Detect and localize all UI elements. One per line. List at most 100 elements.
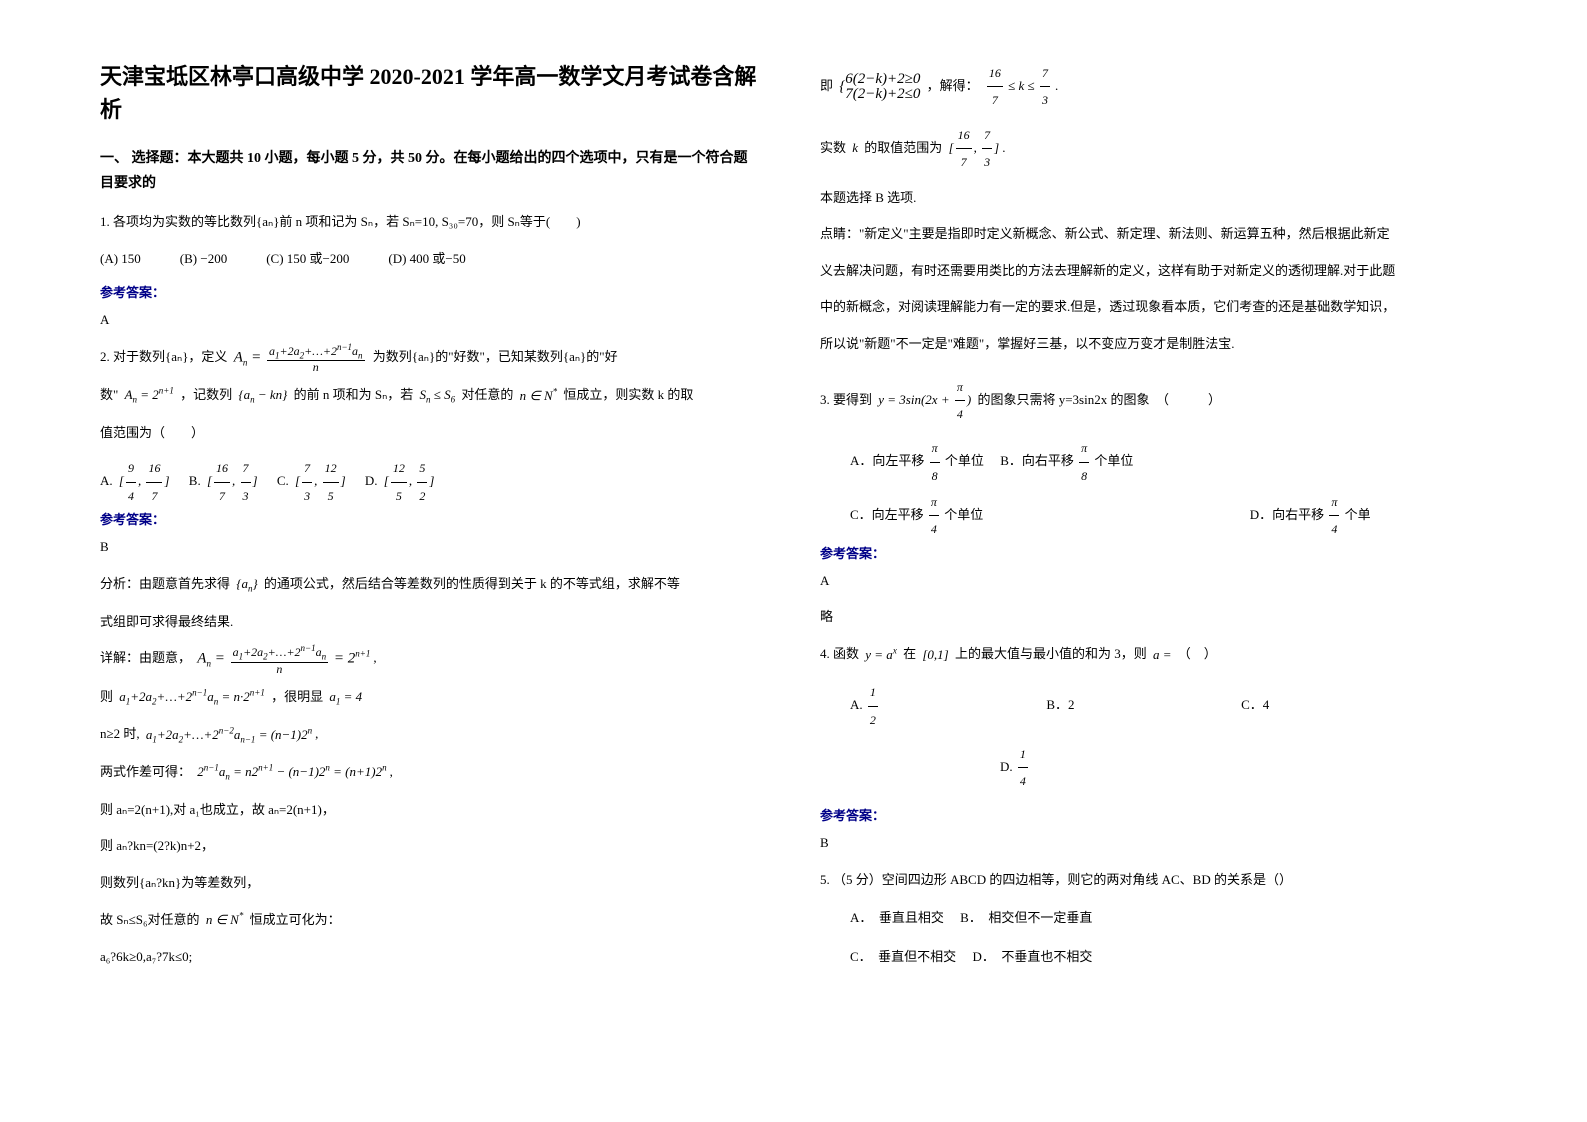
q2-detail2: 则 a1+2a2+…+2n−1an = n·2n+1 ，很明显 a1 = 4 xyxy=(100,683,760,713)
q2-prefix: 2. 对于数列{aₙ}，定义 xyxy=(100,349,227,364)
answer-label-3: 参考答案： xyxy=(820,543,1480,562)
q2-d2-f2: a1 = 4 xyxy=(329,683,362,712)
col2-ex1: 点睛："新定义"主要是指即时定义新概念、新公式、新定理、新法则、新运算五种，然后… xyxy=(820,220,1480,249)
q3-optA-pre: A．向左平移 xyxy=(850,453,924,468)
q2-analysis-end: 式组即可求得最终结果. xyxy=(100,608,760,637)
q2-optB: B. [167, 73] xyxy=(189,473,261,488)
q4-options-abc: A. 12 B．2 C．4 xyxy=(850,679,1480,733)
q2-detail4: 两式作差可得： 2n−1an = n2n+1 − (n−1)2n = (n+1)… xyxy=(100,758,760,788)
q3-mid: 的图象只需将 y=3sin2x 的图象 （ ） xyxy=(977,391,1221,406)
q3-optD-post: 个单 xyxy=(1345,507,1371,522)
col2-ex2: 义去解决问题，有时还需要用类比的方法去理解新的定义，这样有助于对新定义的透彻理解… xyxy=(820,257,1480,286)
q2-d4: 两式作差可得： xyxy=(100,764,191,779)
q2-d4-f: 2n−1an = n2n+1 − (n−1)2n = (n+1)2n xyxy=(197,758,386,787)
question-3: 3. 要得到 y = 3sin(2x + π4) 的图象只需将 y=3sin2x… xyxy=(820,374,1480,428)
q2-l2-pre: 数" xyxy=(100,387,118,402)
q5-optD: D． 不垂直也不相交 xyxy=(972,949,1092,964)
q2-l2-mid: ，记数列 xyxy=(180,387,232,402)
q2-detail6: 则 aₙ?kn=(2?k)n+2， xyxy=(100,832,760,861)
q3-optB-post: 个单位 xyxy=(1094,453,1133,468)
question-1: 1. 各项均为实数的等比数列{aₙ}前 n 项和记为 Sₙ，若 Sₙ=10, S… xyxy=(100,208,760,237)
q2-detail3: n≥2 时, a1+2a2+…+2n−2an−1 = (n−1)2n, xyxy=(100,720,760,750)
col2-line2: 实数 k 的取值范围为 [167, 73]. xyxy=(820,122,1480,176)
q3-optD-f: π4 xyxy=(1329,489,1339,543)
c2-l2-mid: 的取值范围为 xyxy=(864,140,942,155)
q3-optB-f: π8 xyxy=(1079,435,1089,489)
q2-detail7: 则数列{aₙ?kn}为等差数列， xyxy=(100,869,760,898)
col2-ex4: 所以说"新题"不一定是"难题"，掌握好三基，以不变应万变才是制胜法宝. xyxy=(820,330,1480,359)
q2-detail8: 故 Sₙ≤S₆对任意的 n ∈ N* 恒成立可化为： xyxy=(100,906,760,935)
answer-1: A xyxy=(100,307,760,333)
q2-d8-pre: 故 Sₙ≤S₆对任意的 xyxy=(100,912,200,927)
q3-options-ab: A．向左平移 π8 个单位 B．向右平移 π8 个单位 xyxy=(850,435,1480,489)
c2-sys1-res: 167 ≤ k ≤ 73 xyxy=(985,60,1052,114)
q2-l2-f3: Sn ≤ S6 xyxy=(420,381,456,410)
q2-l2-end: 对任意的 xyxy=(461,387,513,402)
q4-eq: a = xyxy=(1153,641,1172,670)
q5-optB: B． 相交但不一定垂直 xyxy=(960,910,1092,925)
q2-analysis-label: 分析：由题意首先求得 xyxy=(100,576,230,591)
q4-optA: A. 12 xyxy=(850,697,880,712)
q3-options-cd: C．向左平移 π4 个单位 D．向右平移 π4 个单 xyxy=(850,489,1480,543)
section-header: 一、 选择题：本大题共 10 小题，每小题 5 分，共 50 分。在每小题给出的… xyxy=(100,146,760,196)
q2-analysis-mid: 的通项公式，然后结合等差数列的性质得到关于 k 的不等式组，求解不等 xyxy=(264,576,680,591)
q2-options: A. [94, 167] B. [167, 73] C. [73, 125] D… xyxy=(100,455,760,509)
q3-prefix: 3. 要得到 xyxy=(820,391,872,406)
col2-sys1: 即 {6(2−k)+2≥07(2−k)+2≤0 ，解得： 167 ≤ k ≤ 7… xyxy=(820,60,1480,114)
q2-l2-final: 恒成立，则实数 k 的取 xyxy=(563,387,693,402)
q5-options-ab: A． 垂直且相交 B． 相交但不一定垂直 xyxy=(850,904,1480,933)
c2-l2-k: k xyxy=(852,134,858,163)
answer-label: 参考答案： xyxy=(100,282,760,301)
q2-l2-f4: n ∈ N* xyxy=(520,382,558,411)
q4-range: [0,1] xyxy=(922,641,948,670)
q2-analysis: 分析：由题意首先求得 {an} 的通项公式，然后结合等差数列的性质得到关于 k … xyxy=(100,570,760,600)
q2-d1-f: An = a1+2a2+…+2n−1ann = 2n+1 xyxy=(197,644,370,674)
answer-label-4: 参考答案： xyxy=(820,805,1480,824)
col2-line3: 本题选择 B 选项. xyxy=(820,184,1480,213)
q2-l2-f2: {an − kn} xyxy=(238,381,287,410)
q3-optC-pre: C．向左平移 xyxy=(850,507,924,522)
question-2-line3: 值范围为（ ） xyxy=(100,419,760,448)
q2-d3-f: a1+2a2+…+2n−2an−1 = (n−1)2n xyxy=(146,721,312,750)
document-page: 天津宝坻区林亭口高级中学 2020-2021 学年高一数学文月考试卷含解析 一、… xyxy=(100,60,1487,980)
question-5: 5. （5 分）空间四边形 ABCD 的四边相等，则它的两对角线 AC、BD 的… xyxy=(820,866,1480,895)
q2-detail5: 则 aₙ=2(n+1),对 a₁也成立，故 aₙ=2(n+1)， xyxy=(100,796,760,825)
q2-l2-post: 的前 n 项和为 Sₙ，若 xyxy=(294,387,414,402)
q2-l2-f1: An = 2n+1 xyxy=(125,381,174,410)
answer-label-2: 参考答案： xyxy=(100,509,760,528)
answer-2: B xyxy=(100,534,760,560)
q4-optB: B．2 xyxy=(1046,697,1074,712)
q2-optC: C. [73, 125] xyxy=(277,473,349,488)
q2-detail1: 详解：由题意， An = a1+2a2+…+2n−1ann = 2n+1, xyxy=(100,644,760,674)
q2-optD: D. [125, 52] xyxy=(365,473,438,488)
q4-optC: C．4 xyxy=(1241,697,1269,712)
q2-d2-post: ，很明显 xyxy=(271,689,323,704)
question-1-options: (A) 150 (B) −200 (C) 150 或−200 (D) 400 或… xyxy=(100,245,760,274)
answer-3: A xyxy=(820,568,1480,594)
q2-d8-post: 恒成立可化为： xyxy=(250,912,341,927)
q4-post: 上的最大值与最小值的和为 3，则 xyxy=(955,646,1147,661)
q3-optA-f: π8 xyxy=(930,435,940,489)
q2-d3-pre: n≥2 时, xyxy=(100,726,140,741)
q2-formula-An: An = a1+2a2+…+2n−1ann xyxy=(234,343,367,373)
q2-d1: 详解：由题意， xyxy=(100,651,191,666)
q4-options-d: D. 14 xyxy=(1000,741,1480,795)
q2-detail9: a₆?6k≥0,a₇?7k≤0; xyxy=(100,943,760,972)
q3-formula: y = 3sin(2x + π4) xyxy=(878,374,971,428)
answer-4: B xyxy=(820,830,1480,856)
c2-sys1-f: {6(2−k)+2≥07(2−k)+2≤0 xyxy=(839,72,920,102)
q2-d2-pre: 则 xyxy=(100,689,113,704)
question-4: 4. 函数 y = ax 在 [0,1] 上的最大值与最小值的和为 3，则 a … xyxy=(820,640,1480,669)
col2-ex3: 中的新概念，对阅读理解能力有一定的要求.但是，透过现象看本质，它们考查的还是基础… xyxy=(820,293,1480,322)
exam-title: 天津宝坻区林亭口高级中学 2020-2021 学年高一数学文月考试卷含解析 xyxy=(100,60,760,126)
q3-optC-f: π4 xyxy=(929,489,939,543)
c2-l2-f: [167, 73] xyxy=(949,122,1000,176)
q5-optC: C． 垂直但不相交 xyxy=(850,949,956,964)
q2-d2-f: a1+2a2+…+2n−1an = n·2n+1 xyxy=(119,683,265,712)
q3-optC-post: 个单位 xyxy=(944,507,983,522)
c2-sys1: 即 xyxy=(820,78,833,93)
q5-options-cd: C． 垂直但不相交 D． 不垂直也不相交 xyxy=(850,943,1480,972)
q4-formula: y = ax xyxy=(865,641,897,670)
q3-optD-pre: D．向右平移 xyxy=(1250,507,1324,522)
left-column: 天津宝坻区林亭口高级中学 2020-2021 学年高一数学文月考试卷含解析 一、… xyxy=(100,60,760,980)
